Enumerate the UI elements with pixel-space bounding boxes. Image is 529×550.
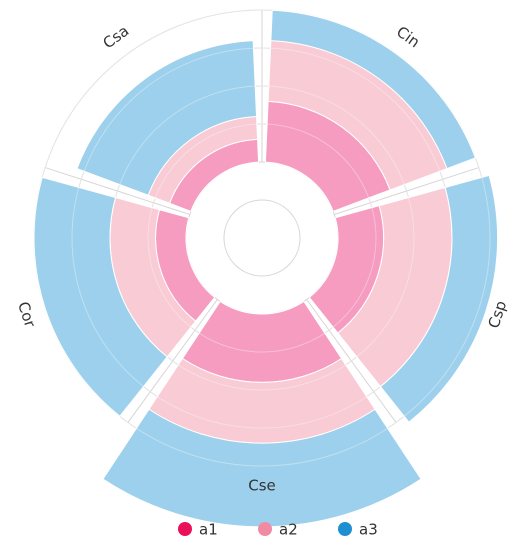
legend-label-a2: a2 — [279, 521, 298, 539]
legend-label-a3: a3 — [359, 521, 378, 539]
bar-a3-csp — [379, 174, 499, 423]
grid-spoke — [306, 299, 397, 423]
grid-circle — [223, 199, 301, 277]
category-label-cse: Cse — [248, 477, 276, 495]
category-label-cin: Cin — [393, 23, 423, 52]
category-label-cor: Cor — [14, 299, 39, 330]
grid-spoke — [127, 299, 218, 423]
bar-a3-csa — [76, 40, 258, 196]
grid-circle — [185, 161, 339, 315]
category-label-csa: Csa — [100, 22, 133, 53]
grid-spoke — [334, 167, 479, 215]
legend-label-a1: a1 — [199, 521, 218, 539]
legend-marker-a1 — [178, 522, 192, 536]
legend-marker-a2 — [258, 522, 272, 536]
bar-a3-cor — [33, 176, 168, 417]
grid-circle-overlay — [109, 85, 415, 391]
bars-layer — [33, 9, 499, 528]
grid-circle-overlay — [147, 123, 377, 353]
legend-marker-a3 — [338, 522, 352, 536]
bar-a3-cse — [102, 408, 422, 528]
bar-a1-cse — [181, 300, 343, 383]
grid-circle-overlay — [33, 9, 491, 467]
bar-a3-cin — [270, 9, 477, 170]
grid-spoke — [45, 167, 190, 215]
legend: a1 a2 a3 — [178, 521, 378, 539]
grid-circle-overlay — [71, 47, 453, 429]
